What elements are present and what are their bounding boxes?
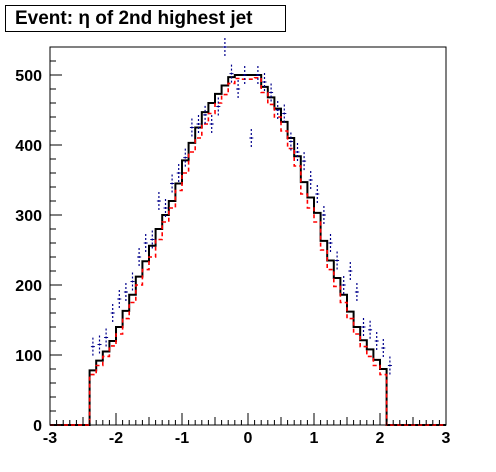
x-tick-label: -3 [43, 430, 57, 447]
data-point [295, 143, 300, 161]
histogram-series-solid [50, 74, 446, 426]
y-tick-label: 400 [15, 138, 42, 155]
data-point [137, 248, 142, 266]
data-point [150, 230, 155, 249]
data-point [123, 283, 128, 301]
data-point [387, 356, 392, 375]
y-tick-label: 0 [33, 418, 42, 435]
data-point [130, 272, 135, 291]
data-point [216, 97, 221, 116]
data-point [183, 148, 188, 167]
chart-title: Event: η of 2nd highest jet [15, 7, 253, 29]
data-point [354, 283, 359, 301]
data-point [209, 115, 214, 133]
y-tick-label: 500 [15, 68, 42, 85]
data-point [117, 290, 122, 308]
series-layer [50, 38, 446, 426]
data-point [196, 115, 201, 133]
data-points-series [90, 38, 392, 375]
data-point [381, 339, 386, 357]
data-point [97, 335, 102, 354]
data-point [255, 66, 260, 84]
data-point [275, 101, 280, 119]
data-point [176, 164, 181, 182]
data-point [236, 80, 241, 98]
x-tick-label: 1 [310, 430, 319, 447]
x-tick-label: 0 [244, 430, 253, 447]
axes-layer: 0 100 200 300 400 500 -3 -2 -1 0 1 2 3 [15, 46, 451, 447]
data-point [368, 320, 373, 339]
x-tick-label: 2 [376, 430, 385, 447]
data-point [156, 192, 161, 210]
data-point [315, 185, 320, 203]
data-point [282, 104, 287, 123]
data-point [143, 234, 148, 252]
data-point [229, 64, 234, 83]
data-point [170, 174, 175, 193]
data-point [348, 262, 353, 280]
data-point [308, 171, 313, 189]
data-point [90, 337, 95, 356]
data-point [222, 38, 227, 56]
data-point [321, 206, 326, 224]
data-point [361, 318, 366, 336]
data-point [374, 332, 379, 350]
data-point [242, 66, 247, 84]
data-point [189, 118, 194, 137]
data-point [104, 328, 109, 347]
y-tick-label: 300 [15, 208, 42, 225]
x-tick-label: -2 [109, 430, 123, 447]
data-point [163, 199, 168, 217]
data-point [335, 251, 340, 270]
data-point [110, 304, 115, 322]
data-point [249, 129, 254, 147]
x-tick-label: 3 [442, 430, 451, 447]
data-point [288, 132, 293, 151]
x-tick-label: -1 [175, 430, 189, 447]
data-point [328, 234, 333, 252]
data-point [341, 276, 346, 294]
data-point [262, 73, 267, 91]
chart-title-box: Event: η of 2nd highest jet [5, 5, 286, 32]
y-tick-label: 200 [15, 278, 42, 295]
data-point [269, 83, 274, 102]
data-point [302, 152, 307, 171]
data-point [203, 105, 208, 124]
y-tick-label: 100 [15, 348, 42, 365]
